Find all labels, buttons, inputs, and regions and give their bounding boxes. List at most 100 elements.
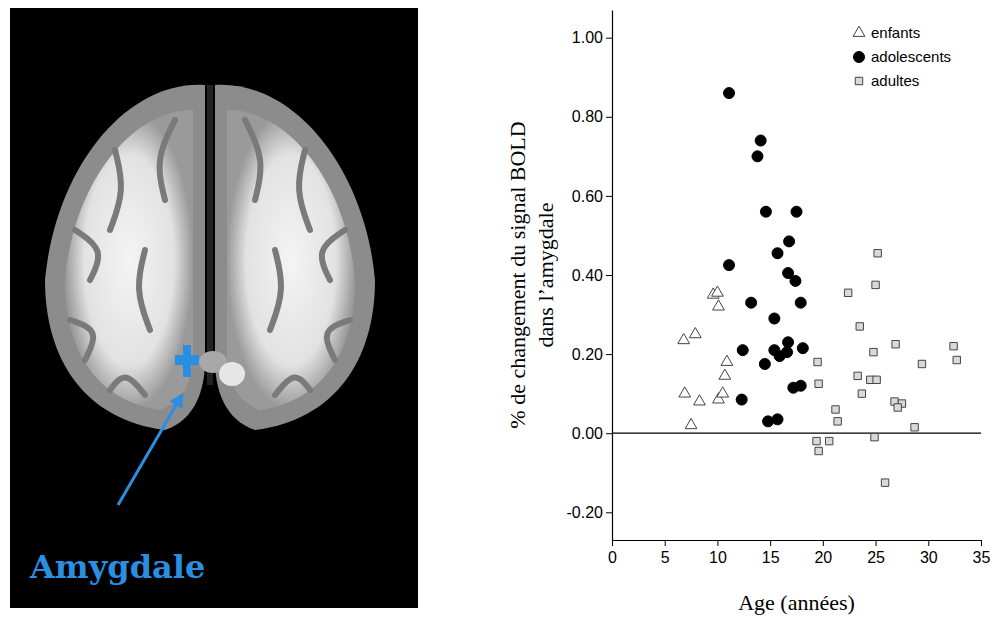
point	[950, 342, 957, 349]
y-tick: 0.60	[572, 188, 612, 205]
point	[685, 419, 697, 429]
point	[717, 387, 729, 397]
point	[911, 424, 918, 431]
y-tick-mark	[606, 433, 612, 434]
y-axis-title-line: % de changement du signal BOLD	[505, 121, 530, 428]
brain-label: Amygdale	[29, 548, 205, 586]
point	[760, 206, 771, 217]
point	[858, 390, 865, 397]
series-circle	[724, 88, 809, 427]
sulcus	[245, 120, 260, 200]
point	[679, 387, 691, 397]
x-tick-label: 30	[920, 549, 938, 566]
series-triangle	[678, 286, 733, 429]
point	[755, 135, 766, 146]
brain-panel: Amygdale	[10, 8, 418, 608]
white-matter	[227, 110, 355, 410]
x-tick: 0	[608, 540, 617, 566]
y-tick-mark	[606, 275, 612, 276]
sulcus	[327, 320, 350, 360]
y-tick-mark	[606, 38, 612, 39]
y-tick: 0.40	[572, 267, 612, 284]
point	[953, 356, 960, 363]
point	[759, 358, 770, 369]
x-tick-mark	[823, 540, 824, 546]
x-axis-line	[613, 540, 982, 541]
point	[713, 300, 725, 310]
sulcus	[322, 230, 345, 280]
legend: enfants adolescents adultes	[853, 24, 951, 89]
y-axis-title: % de changement du signal BOLDdans l’amy…	[505, 121, 558, 428]
point	[694, 395, 706, 405]
x-tick-label: 10	[709, 549, 727, 566]
point	[918, 360, 925, 367]
point	[832, 406, 839, 413]
point	[881, 479, 888, 486]
y-axis-title-line: dans l’amygdale	[533, 203, 558, 348]
point	[788, 382, 799, 393]
legend-label: adolescents	[871, 48, 951, 65]
point	[797, 343, 808, 354]
y-tick-label: 0.20	[572, 346, 603, 363]
point	[737, 345, 748, 356]
y-tick-label: 0.40	[572, 267, 603, 284]
y-tick-mark	[606, 196, 612, 197]
x-axis: 05101520253035	[608, 540, 990, 566]
point	[791, 206, 802, 217]
x-tick-label: 15	[762, 549, 780, 566]
x-tick-mark	[612, 540, 613, 546]
point	[724, 88, 735, 99]
point	[813, 437, 820, 444]
figure: Amygdale05101520253035-0.200.000.200.400…	[0, 0, 997, 627]
y-tick: 1.00	[572, 29, 612, 46]
point	[772, 248, 783, 259]
point	[854, 372, 861, 379]
legend-label: enfants	[871, 24, 920, 41]
point	[834, 418, 841, 425]
white-matter	[65, 110, 193, 410]
legend-label: adultes	[871, 72, 919, 89]
x-tick: 5	[661, 540, 670, 566]
x-tick-mark	[981, 540, 982, 546]
arrow	[118, 395, 182, 505]
cortex	[45, 85, 205, 430]
x-tick-mark	[665, 540, 666, 546]
x-tick-mark	[928, 540, 929, 546]
point	[772, 414, 783, 425]
x-tick-label: 35	[973, 549, 991, 566]
legend-item: adultes	[855, 72, 919, 89]
x-tick: 30	[920, 540, 938, 566]
brain-background	[10, 8, 418, 608]
sulcus	[110, 377, 145, 395]
x-tick-mark	[770, 540, 771, 546]
point	[873, 376, 880, 383]
point	[689, 328, 701, 338]
roi-white	[219, 362, 245, 386]
y-tick: 0.80	[572, 108, 612, 125]
legend-item: enfants	[853, 24, 920, 41]
x-tick: 15	[762, 540, 780, 566]
point	[746, 297, 757, 308]
x-tick-label: 5	[661, 549, 670, 566]
point	[783, 337, 794, 348]
point	[892, 341, 899, 348]
point	[894, 404, 901, 411]
y-tick: 0.00	[572, 425, 612, 442]
y-tick-label: 1.00	[572, 29, 603, 46]
y-tick: 0.20	[572, 346, 612, 363]
cortex	[215, 85, 375, 430]
x-tick-mark	[717, 540, 718, 546]
sulcus	[299, 150, 310, 230]
point	[814, 358, 821, 365]
point	[736, 394, 747, 405]
sulcus	[70, 320, 93, 360]
legend-marker	[854, 52, 865, 63]
point	[815, 380, 822, 387]
point	[874, 250, 881, 257]
point	[790, 275, 801, 286]
point	[795, 297, 806, 308]
point	[784, 236, 795, 247]
sulcus	[160, 120, 175, 200]
point	[844, 289, 851, 296]
midline	[207, 85, 213, 385]
